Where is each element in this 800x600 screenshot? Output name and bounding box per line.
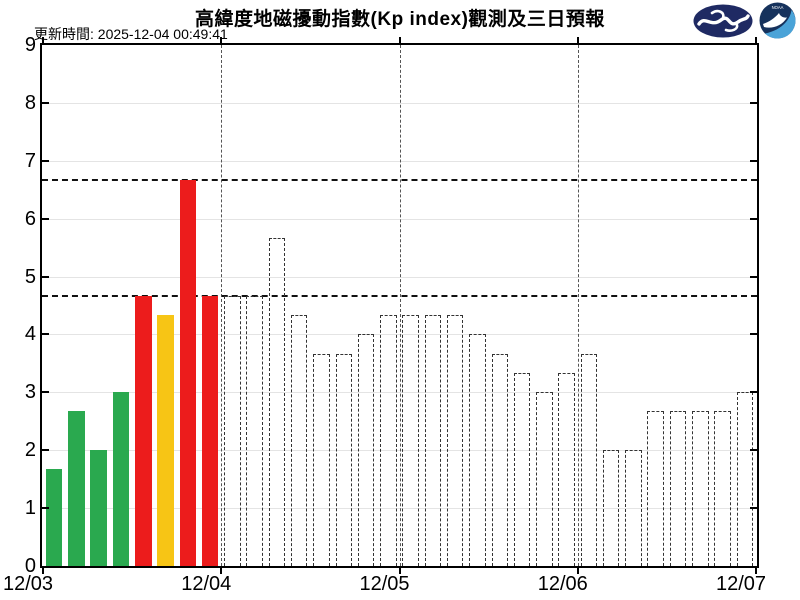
kp-bar-forecast [558, 373, 575, 566]
kp-bar-forecast [290, 315, 308, 566]
x-tick-top [576, 37, 579, 43]
kp-bar-observed [157, 315, 174, 566]
y-axis-label-4: 4 [24, 323, 36, 346]
y-tick-right [750, 275, 757, 278]
x-axis-label-12-06: 12/06 [537, 573, 588, 595]
gridline-day-12-04 [221, 45, 223, 566]
y-axis-label-2: 2 [24, 439, 36, 462]
y-tick-left [42, 217, 49, 220]
x-tick-top [220, 37, 223, 43]
gridline-day-12-06 [577, 45, 579, 566]
kp-threshold-line-4.67 [42, 294, 757, 297]
space-weather-swoosh-logo-icon [692, 3, 754, 44]
kp-bar-forecast [714, 411, 731, 566]
x-tick-bottom [42, 568, 44, 574]
kp-bar-forecast [647, 411, 664, 566]
x-axis-label-12-03: 12/03 [2, 573, 54, 595]
y-tick-right [750, 507, 757, 510]
y-tick-right [750, 159, 757, 162]
kp-bar-forecast [692, 411, 709, 566]
y-tick-left [42, 159, 49, 162]
kp-bar-forecast [580, 353, 598, 566]
kp-bar-forecast [313, 353, 330, 566]
x-tick-top [398, 37, 401, 43]
kp-bar-forecast [625, 450, 642, 566]
x-tick-top [755, 37, 757, 43]
y-tick-right [750, 449, 757, 452]
y-tick-left [42, 391, 49, 394]
svg-text:NOAA: NOAA [772, 5, 784, 10]
y-tick-left [42, 449, 49, 452]
kp-bar-observed [45, 469, 63, 566]
y-tick-right [750, 333, 757, 336]
x-axis-label-12-07: 12/07 [715, 573, 767, 595]
x-axis-label-12-04: 12/04 [181, 573, 232, 595]
kp-bar-forecast [736, 392, 754, 566]
x-tick-bottom [755, 568, 757, 574]
kp-bar-forecast [446, 315, 464, 566]
y-axis-label-6: 6 [24, 207, 36, 230]
kp-bar-observed [112, 392, 130, 566]
x-axis-label-12-05: 12/05 [359, 573, 410, 595]
kp-bar-observed [201, 295, 219, 566]
kp-bar-forecast [536, 392, 553, 566]
kp-bar-forecast [513, 373, 531, 566]
kp-bar-forecast [246, 295, 263, 566]
kp-bar-observed [90, 450, 107, 566]
kp-bar-forecast [224, 295, 241, 566]
noaa-logo-icon: NOAA [759, 2, 796, 44]
x-tick-bottom [398, 568, 401, 574]
y-axis-label-7: 7 [24, 149, 36, 172]
y-axis-label-1: 1 [24, 497, 36, 520]
kp-bar-forecast [335, 353, 353, 566]
x-tick-bottom [220, 568, 223, 574]
kp-threshold-line-6.67 [42, 178, 757, 181]
y-tick-right [750, 217, 757, 220]
kp-bar-chart-plot-area: 0 1 2 3 4 5 6 7 8 9 12/03 12/04 12/05 12/06 12/07 [3, 35, 766, 594]
kp-bar-forecast [380, 315, 397, 566]
y-tick-right [750, 391, 757, 394]
y-axis-label-9: 9 [24, 34, 36, 56]
y-tick-left [42, 507, 49, 510]
y-axis-label-0: 0 [24, 555, 36, 577]
kp-bar-forecast [491, 353, 508, 566]
y-axis-label-3: 3 [24, 381, 36, 404]
kp-bar-forecast [424, 315, 442, 566]
kp-bar-observed [135, 295, 152, 566]
y-tick-left [42, 101, 49, 104]
gridline-day-12-05 [399, 45, 401, 566]
kp-bar-observed [68, 411, 85, 566]
kp-bar-observed [179, 179, 197, 566]
kp-bar-forecast [268, 237, 286, 566]
kp-bar-forecast [402, 315, 419, 566]
y-axis-label-8: 8 [24, 91, 36, 114]
kp-bar-forecast [602, 450, 620, 566]
y-tick-right [750, 101, 757, 104]
x-tick-top [42, 37, 44, 43]
kp-bar-forecast [669, 411, 687, 566]
kp-bar-forecast [469, 334, 486, 566]
kp-bar-forecast [357, 334, 375, 566]
x-tick-bottom [576, 568, 579, 574]
y-axis-label-5: 5 [24, 265, 36, 288]
logo-group: NOAA [692, 2, 796, 44]
page-title: 高緯度地磁擾動指數(Kp index)觀測及三日預報 [195, 9, 605, 30]
y-tick-left [42, 275, 49, 278]
y-tick-left [42, 333, 49, 336]
update-timestamp: 更新時間: 2025-12-04 00:49:41 [34, 26, 228, 42]
